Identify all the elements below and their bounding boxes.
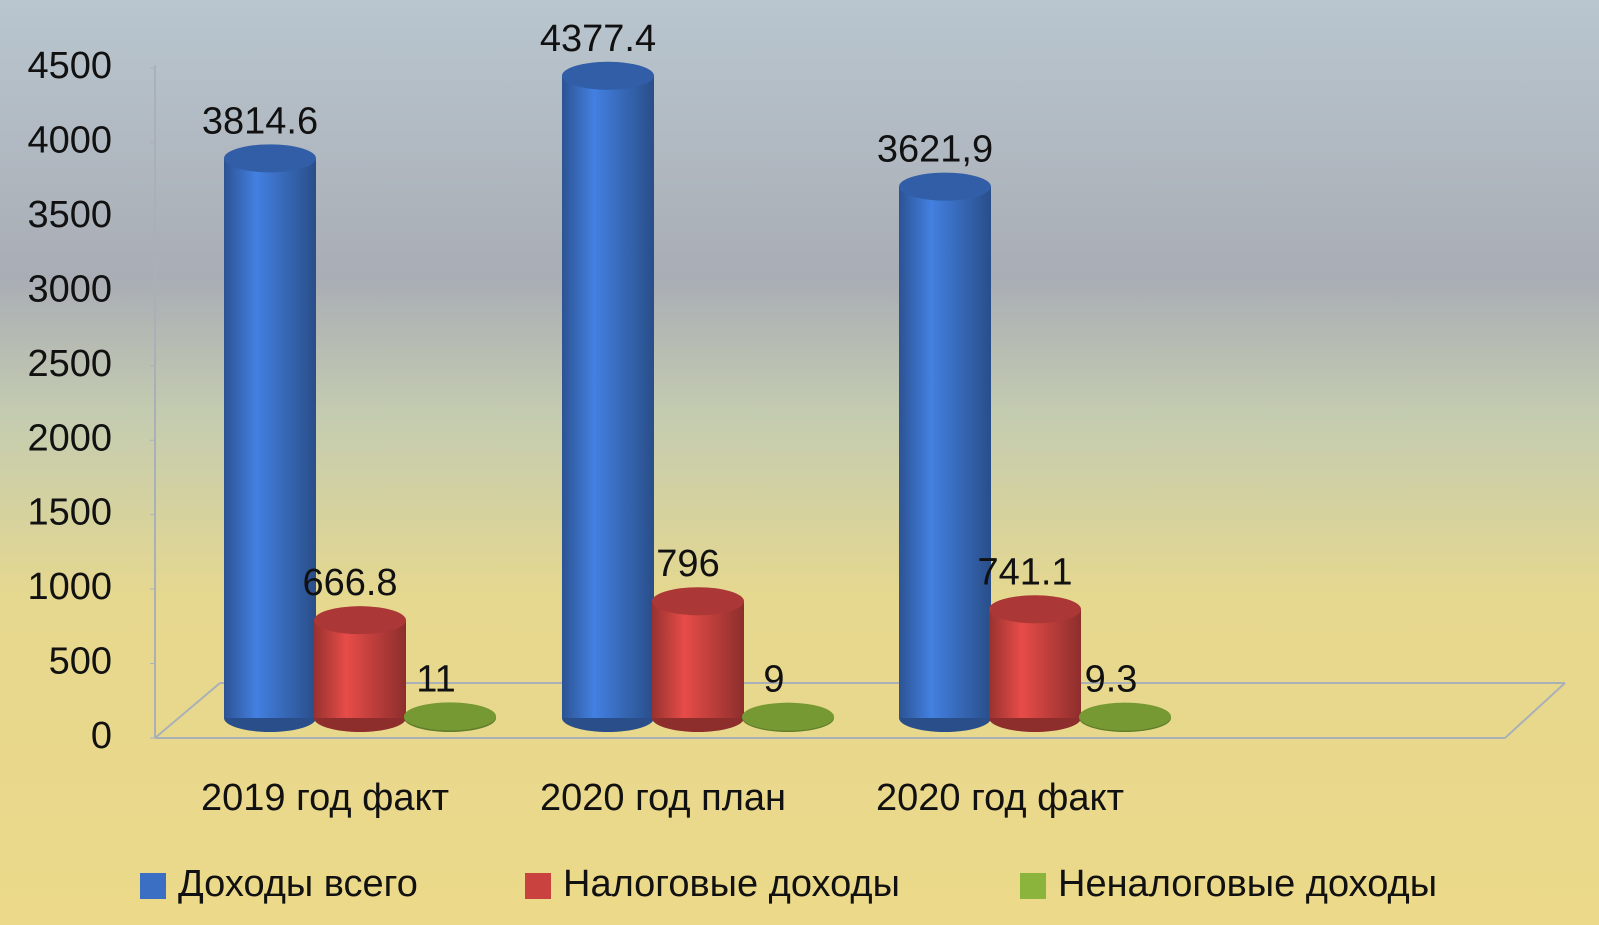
bar-top [404, 702, 496, 731]
data-label: 4377.4 [540, 18, 656, 60]
legend-swatch [1020, 873, 1046, 899]
y-tick-label: 2500 [27, 343, 112, 385]
x-tick-label: 2019 год факт [201, 777, 449, 819]
data-label: 796 [656, 543, 719, 585]
data-label: 3814.6 [202, 100, 318, 142]
bar-top [989, 595, 1081, 624]
y-tick-label: 3000 [27, 268, 112, 310]
y-tick-label: 1500 [27, 492, 112, 534]
legend-swatch [140, 873, 166, 899]
legend-label: Доходы всего [178, 863, 418, 905]
bar-top [1079, 702, 1171, 731]
bar [652, 601, 744, 718]
x-tick-label: 2020 год факт [876, 777, 1124, 819]
bar-top [224, 144, 316, 173]
bar-top [562, 61, 654, 90]
y-tick-label: 4000 [27, 119, 112, 161]
data-label: 9 [763, 659, 784, 701]
x-tick-label: 2020 год план [540, 777, 786, 819]
bar [224, 158, 316, 719]
bar-top [652, 587, 744, 616]
data-label: 9.3 [1085, 659, 1138, 701]
y-tick-label: 500 [49, 641, 112, 683]
y-tick-label: 4500 [27, 45, 112, 87]
legend-label: Неналоговые доходы [1058, 863, 1437, 905]
bar-top [314, 606, 406, 635]
y-tick-label: 1000 [27, 566, 112, 608]
bar-top [742, 702, 834, 731]
bar [314, 620, 406, 718]
legend-swatch [525, 873, 551, 899]
bar [989, 609, 1081, 718]
y-tick-label: 2000 [27, 417, 112, 459]
data-label: 11 [416, 658, 455, 700]
y-tick-label: 0 [91, 715, 112, 757]
data-label: 666.8 [302, 562, 397, 604]
bar-top [899, 172, 991, 201]
legend-label: Налоговые доходы [563, 863, 900, 905]
bar [562, 75, 654, 718]
data-label: 3621,9 [877, 129, 993, 171]
data-label: 741.1 [977, 551, 1072, 593]
bar [899, 186, 991, 719]
axes-frame [154, 65, 1566, 739]
y-tick-label: 3500 [27, 194, 112, 236]
